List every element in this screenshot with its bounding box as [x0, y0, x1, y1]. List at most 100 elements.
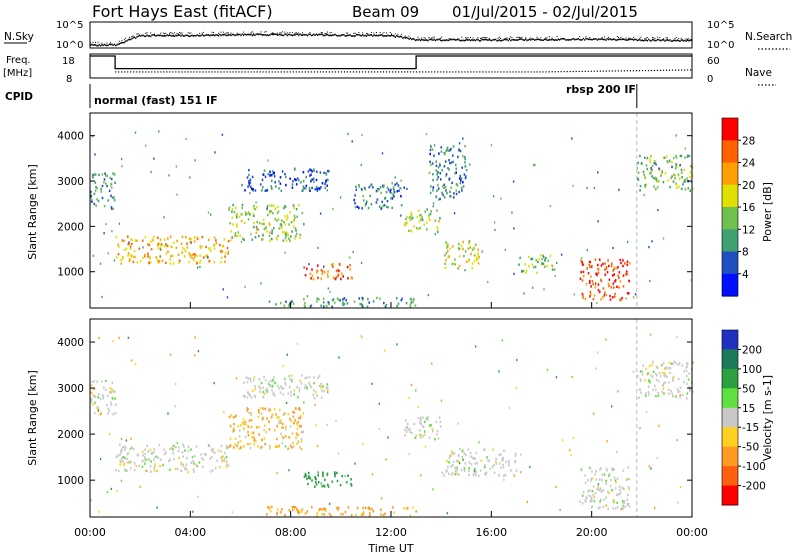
range-gate-cell [346, 265, 349, 269]
nave-point [629, 70, 631, 72]
range-gate-cell [626, 260, 629, 263]
range-gate-cell [144, 456, 146, 459]
range-gate-cell [107, 407, 110, 411]
range-gate-cell [599, 487, 602, 490]
range-gate-cell [418, 209, 420, 212]
range-gate-cell [220, 456, 222, 460]
scatter-cell [498, 370, 500, 373]
range-gate-cell [133, 255, 135, 258]
noise-point [209, 34, 211, 37]
range-gate-cell [279, 223, 282, 226]
range-gate-cell [90, 190, 92, 194]
range-gate-cell [611, 488, 613, 492]
range-gate-cell [686, 362, 689, 365]
range-gate-cell [390, 197, 392, 200]
range-gate-cell [587, 490, 589, 493]
scatter-cell [347, 132, 349, 136]
range-gate-cell [445, 173, 448, 176]
noise-point [462, 39, 464, 42]
range-gate-cell [182, 443, 184, 446]
range-gate-cell [495, 457, 497, 461]
noise-point [167, 34, 169, 37]
range-gate-cell [443, 183, 445, 186]
range-gate-cell [608, 264, 610, 268]
range-gate-cell [92, 403, 94, 406]
noise-point [449, 38, 452, 41]
range-gate-cell [531, 263, 534, 266]
range-gate-cell [610, 286, 613, 289]
range-gate-cell [443, 474, 445, 477]
scatter-cell [684, 147, 686, 150]
range-gate-cell [158, 443, 161, 447]
range-gate-cell [350, 514, 353, 517]
range-gate-cell [424, 420, 426, 423]
scatter-cell [328, 502, 331, 505]
range-gate-cell [302, 185, 305, 188]
range-gate-cell [423, 430, 426, 433]
range-gate-cell [375, 189, 378, 193]
noise-point [609, 38, 611, 40]
range-gate-cell [199, 246, 202, 250]
range-gate-cell [428, 217, 430, 220]
range-gate-cell [247, 430, 249, 434]
range-gate-cell [205, 453, 207, 456]
scatter-cell [648, 465, 650, 468]
noise-point [355, 33, 358, 36]
range-gate-cell [445, 241, 447, 244]
scatter-cell [586, 249, 588, 252]
range-gate-cell [311, 479, 313, 482]
range-gate-cell [498, 453, 500, 456]
range-gate-cell [604, 262, 606, 265]
range-gate-cell [280, 385, 282, 388]
scatter-cell [571, 137, 573, 140]
noise-point [270, 33, 272, 35]
range-gate-cell [254, 385, 256, 388]
nave-point [602, 70, 604, 72]
range-gate-cell [165, 244, 167, 247]
noise-point [616, 39, 618, 41]
noise-point [205, 34, 207, 36]
range-gate-cell [613, 273, 615, 276]
scatter-cell [503, 478, 505, 481]
nave-point [274, 71, 276, 73]
range-gate-cell [629, 262, 631, 265]
range-gate-cell [294, 217, 296, 220]
range-gate-cell [579, 500, 581, 503]
range-gate-cell [668, 361, 671, 364]
range-gate-cell [191, 455, 194, 459]
range-gate-cell [436, 173, 439, 176]
range-gate-cell [310, 168, 312, 172]
range-gate-cell [110, 401, 112, 404]
range-gate-cell [342, 301, 344, 304]
range-gate-cell [663, 382, 665, 385]
noise-point [148, 34, 151, 37]
range-gate-cell [276, 416, 278, 419]
noise-point [235, 34, 237, 36]
range-gate-cell [318, 187, 321, 191]
range-gate-cell [314, 188, 317, 191]
range-gate-cell [607, 259, 609, 262]
noise-point [582, 37, 585, 40]
range-gate-cell [287, 413, 290, 416]
range-gate-cell [167, 250, 169, 253]
range-gate-cell [248, 182, 250, 185]
range-gate-cell [372, 186, 374, 189]
noise-point [523, 39, 526, 42]
noise-point [266, 34, 269, 36]
noise-search-point [286, 32, 288, 34]
range-gate-cell [611, 262, 613, 265]
range-gate-cell [236, 235, 239, 238]
range-gate-cell [591, 498, 593, 501]
range-gate-cell [620, 261, 622, 265]
range-gate-cell [649, 160, 652, 164]
nave-point [461, 71, 463, 73]
range-gate-cell [367, 506, 370, 510]
range-gate-cell [249, 377, 252, 380]
noise-point [244, 33, 246, 35]
range-gate-cell [273, 429, 276, 432]
range-gate-cell [186, 242, 188, 245]
range-gate-cell [325, 173, 328, 176]
range-gate-cell [316, 512, 319, 515]
noise-point [666, 39, 669, 41]
range-gate-cell [686, 155, 689, 158]
